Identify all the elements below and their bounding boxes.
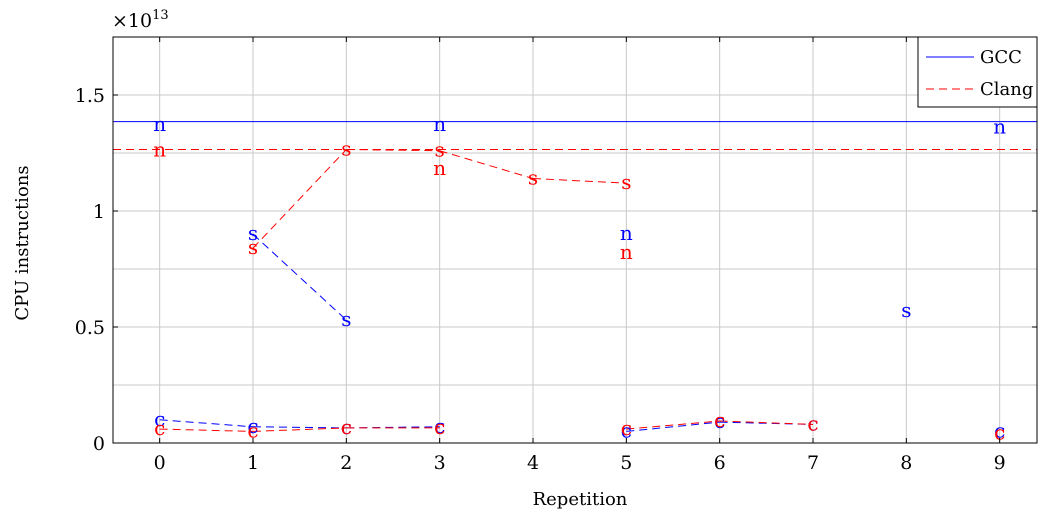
x-tick-label: 2: [340, 452, 352, 474]
legend: GCC Clang: [917, 36, 1038, 108]
data-point-clang-c: c: [994, 421, 1005, 445]
legend-box: [917, 36, 1038, 108]
legend-label-gcc: GCC: [980, 47, 1022, 68]
data-point-clang-c: c: [434, 415, 445, 439]
data-point-gcc-n: n: [620, 221, 633, 245]
y-tick-labels: 0 0.5 1 1.5: [75, 85, 1037, 455]
series-segment-clang-c: [719, 420, 814, 425]
series-segment-gcc-s: [252, 233, 347, 321]
series-segment-clang-c: [626, 420, 720, 430]
data-point-gcc-n: n: [993, 114, 1006, 138]
data-point-gcc-s: s: [341, 307, 351, 331]
data-point-clang-s: s: [528, 166, 538, 190]
data-point-gcc-c: c: [247, 414, 258, 438]
reference-lines: [113, 121, 1037, 151]
data-point-clang-n: n: [620, 240, 633, 264]
data-point-clang-c: c: [621, 416, 632, 440]
data-point-clang-c: c: [154, 416, 165, 440]
series-segment-gcc-c: [626, 421, 720, 432]
y-tick-label: 1.5: [75, 85, 105, 107]
data-point-gcc-c: c: [341, 415, 352, 439]
data-point-gcc-n: n: [433, 112, 446, 136]
plot-frame: [112, 36, 1038, 444]
y-scale-exponent: 13: [152, 8, 169, 23]
x-tick-label: 6: [714, 452, 726, 474]
x-tick-labels: 0 1 2 3 4 5 6 7 8 9: [154, 37, 1006, 474]
x-tick-label: 9: [994, 452, 1006, 474]
data-point-clang-s: s: [248, 235, 258, 259]
data-point-clang-n: n: [433, 156, 446, 180]
x-axis-title: Repetition: [533, 489, 628, 510]
x-tick-label: 5: [620, 452, 632, 474]
x-tick-label: 7: [807, 452, 819, 474]
y-scale-label: ×1013: [112, 8, 169, 32]
series-segment-clang-c: [252, 427, 347, 432]
y-axis-title: CPU instructions: [12, 165, 33, 320]
data-point-clang-c: c: [341, 415, 352, 439]
data-point-clang-c: c: [807, 411, 818, 435]
series-segment-clang-s: [346, 149, 440, 152]
series-segment-clang-c: [159, 428, 254, 432]
data-point-clang-s: s: [621, 170, 631, 194]
series-segment-gcc-c: [252, 426, 347, 429]
data-point-gcc-c: c: [714, 409, 725, 433]
y-tick-label: 1: [93, 201, 105, 223]
x-tick-label: 8: [900, 452, 912, 474]
data-point-gcc-n: n: [153, 112, 166, 136]
y-tick-label: 0.5: [75, 317, 105, 339]
data-point-gcc-c: c: [621, 418, 632, 442]
series-segment-gcc-c: [719, 421, 814, 425]
legend-label-clang: Clang: [980, 79, 1033, 100]
y-tick-label: 0: [93, 433, 105, 455]
x-tick-label: 3: [434, 452, 446, 474]
series-segment-clang-s: [439, 150, 534, 179]
x-tick-label: 1: [247, 452, 259, 474]
data-point-gcc-s: s: [248, 221, 258, 245]
x-tick-label: 4: [527, 452, 539, 474]
data-point-clang-s: s: [341, 137, 351, 161]
data-point-clang-c: c: [714, 408, 725, 432]
data-point-gcc-c: c: [434, 414, 445, 438]
series-segment-gcc-c: [159, 419, 254, 428]
series-lines: [159, 149, 814, 432]
series-segment-clang-s: [252, 149, 347, 249]
series-segment-clang-s: [532, 178, 627, 184]
data-point-clang-c: c: [247, 418, 258, 442]
data-point-clang-n: n: [153, 138, 166, 162]
data-point-gcc-c: c: [154, 407, 165, 431]
data-point-clang-s: s: [435, 138, 445, 162]
data-point-gcc-s: s: [901, 298, 911, 322]
data-point-gcc-c: c: [994, 418, 1005, 442]
x-tick-label: 0: [154, 452, 166, 474]
y-scale-base: ×10: [112, 10, 152, 32]
data-point-gcc-c: c: [807, 411, 818, 435]
